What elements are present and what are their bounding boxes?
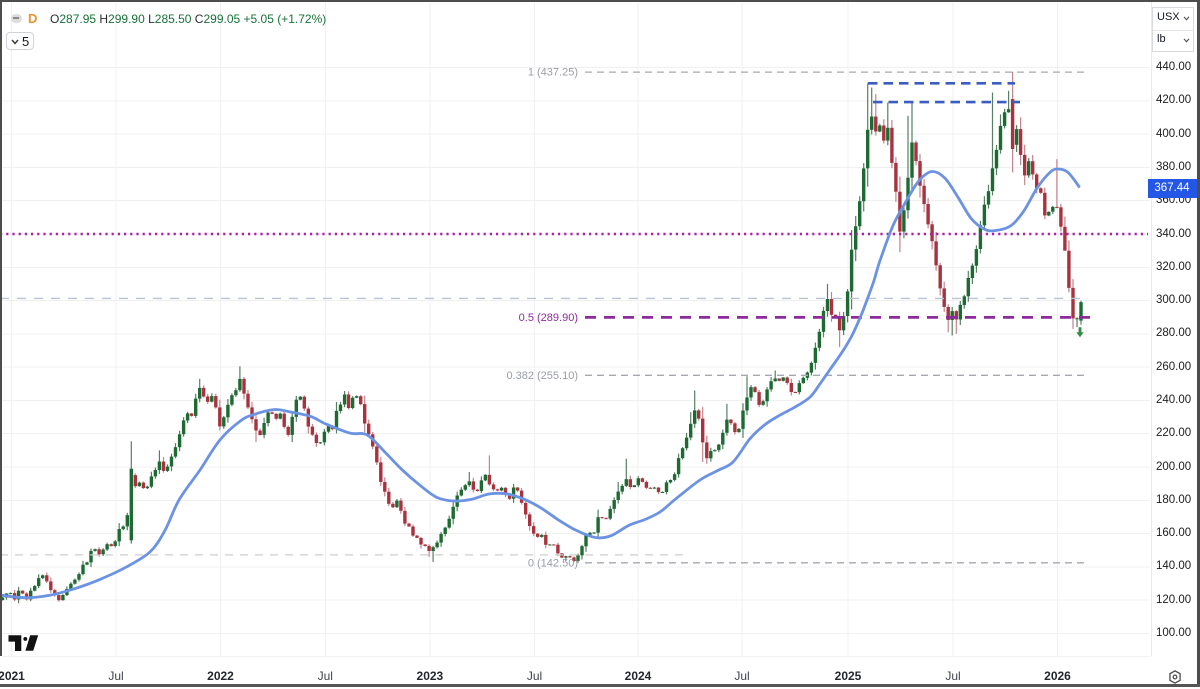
svg-text:0.382 (255.10): 0.382 (255.10) — [506, 370, 578, 382]
svg-text:0.5 (289.90): 0.5 (289.90) — [519, 312, 578, 324]
svg-text:1 (437.25): 1 (437.25) — [528, 67, 578, 79]
svg-text:0 (142.50): 0 (142.50) — [528, 557, 578, 569]
